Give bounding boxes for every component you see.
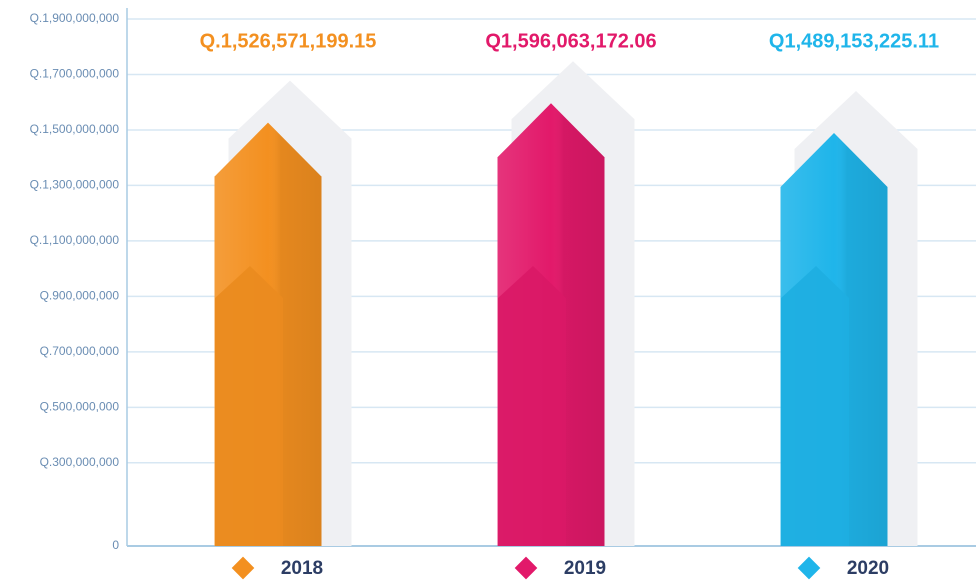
y-tick-label: Q.700,000,000 [40,344,120,358]
bar-inner-shade [498,266,566,546]
bar-inner [781,266,849,546]
legend-marker [514,556,538,580]
y-tick-label: Q.1,500,000,000 [30,122,120,136]
bar-inner-shade [215,266,283,546]
data-label: Q.1,526,571,199.15 [200,30,377,52]
y-tick-label: Q.900,000,000 [40,289,120,303]
legend-marker [231,556,255,580]
y-tick-label: Q.500,000,000 [40,399,120,413]
bar-inner [215,266,283,546]
x-tick-label: 2020 [847,558,889,579]
y-tick-label: Q.1,300,000,000 [30,178,120,192]
legend-marker [797,556,821,580]
data-label: Q1,489,153,225.11 [769,30,939,52]
y-tick-label: Q.1,700,000,000 [30,67,120,81]
y-tick-label: Q.1,900,000,000 [30,11,120,25]
y-tick-label: Q.1,100,000,000 [30,233,120,247]
bar-inner [498,266,566,546]
y-tick-label: 0 [112,538,119,552]
data-label: Q1,596,063,172.06 [485,30,656,52]
x-tick-label: 2019 [564,558,606,579]
x-tick-label: 2018 [281,558,323,579]
y-tick-label: Q.300,000,000 [40,455,120,469]
bar-inner-shade [781,266,849,546]
